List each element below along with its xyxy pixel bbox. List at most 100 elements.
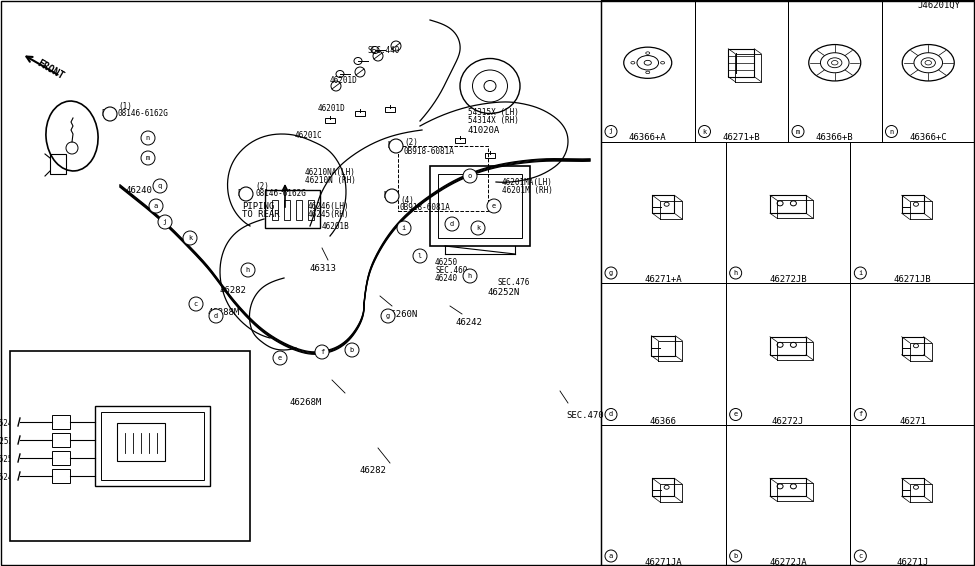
Text: N: N bbox=[384, 191, 388, 200]
Text: 46271J: 46271J bbox=[897, 558, 929, 566]
Text: d: d bbox=[608, 411, 613, 418]
Text: k: k bbox=[188, 235, 192, 241]
Circle shape bbox=[397, 221, 411, 235]
Circle shape bbox=[158, 215, 172, 229]
Text: 46282: 46282 bbox=[220, 286, 247, 295]
Bar bbox=[10, 351, 250, 541]
Text: e: e bbox=[278, 355, 282, 361]
Text: 46282: 46282 bbox=[360, 466, 387, 475]
Circle shape bbox=[141, 151, 155, 165]
Text: (1): (1) bbox=[118, 101, 132, 110]
Circle shape bbox=[729, 550, 742, 562]
Bar bbox=[770, 195, 806, 213]
Text: j: j bbox=[163, 219, 167, 225]
Text: DETAIL OF TUBE PIPING: DETAIL OF TUBE PIPING bbox=[77, 363, 182, 372]
Text: k: k bbox=[476, 225, 480, 231]
Text: 46242: 46242 bbox=[455, 318, 482, 327]
Text: l: l bbox=[418, 253, 422, 259]
Text: m: m bbox=[146, 155, 150, 161]
Text: 46272JA: 46272JA bbox=[769, 558, 807, 566]
Text: 08146-6162G: 08146-6162G bbox=[118, 109, 169, 118]
Text: 46313: 46313 bbox=[310, 264, 337, 273]
Text: 46285M: 46285M bbox=[212, 474, 240, 483]
Text: SEC.440: SEC.440 bbox=[368, 46, 401, 55]
Text: n: n bbox=[889, 128, 894, 135]
Text: B: B bbox=[238, 190, 243, 199]
Bar bbox=[430, 166, 530, 246]
Text: 46288M: 46288M bbox=[207, 308, 239, 317]
Bar bbox=[485, 153, 495, 158]
Bar bbox=[902, 195, 923, 213]
Circle shape bbox=[471, 221, 485, 235]
Text: 46201MA(LH): 46201MA(LH) bbox=[502, 178, 553, 187]
Text: i: i bbox=[858, 270, 863, 276]
Text: SEC.470: SEC.470 bbox=[566, 411, 604, 420]
Bar bbox=[601, 424, 725, 566]
Text: f: f bbox=[320, 349, 324, 355]
Text: TO REAR: TO REAR bbox=[242, 210, 280, 219]
Text: m: m bbox=[796, 128, 800, 135]
Circle shape bbox=[241, 263, 255, 277]
Text: 46366: 46366 bbox=[650, 417, 677, 426]
Bar bbox=[902, 478, 923, 496]
Bar bbox=[265, 190, 320, 228]
Text: 54315X (LH): 54315X (LH) bbox=[468, 108, 519, 117]
Text: k: k bbox=[702, 128, 707, 135]
Text: SEC.460: SEC.460 bbox=[435, 266, 467, 275]
Bar bbox=[95, 406, 210, 486]
Bar bbox=[52, 451, 70, 465]
Bar bbox=[725, 283, 850, 424]
Bar bbox=[52, 469, 70, 483]
Bar bbox=[770, 337, 806, 355]
Circle shape bbox=[413, 249, 427, 263]
Text: 46313: 46313 bbox=[121, 525, 143, 534]
Text: 46366+B: 46366+B bbox=[816, 134, 853, 143]
Circle shape bbox=[463, 269, 477, 283]
Circle shape bbox=[854, 267, 867, 279]
Circle shape bbox=[141, 131, 155, 145]
Text: 46366+A: 46366+A bbox=[629, 134, 667, 143]
Bar bbox=[308, 200, 314, 220]
Bar bbox=[284, 200, 290, 220]
Text: 46201D: 46201D bbox=[330, 76, 358, 85]
Circle shape bbox=[698, 126, 711, 138]
Text: 46272J: 46272J bbox=[772, 417, 804, 426]
Circle shape bbox=[854, 409, 867, 421]
Circle shape bbox=[605, 409, 617, 421]
Text: c: c bbox=[858, 553, 863, 559]
Text: 46210NA(LH): 46210NA(LH) bbox=[305, 168, 356, 177]
Text: 46271: 46271 bbox=[899, 417, 926, 426]
Bar bbox=[272, 200, 278, 220]
Bar bbox=[296, 200, 302, 220]
Circle shape bbox=[389, 139, 403, 153]
Bar bbox=[52, 433, 70, 447]
Bar bbox=[725, 142, 850, 283]
Text: 46246(LH): 46246(LH) bbox=[308, 202, 350, 211]
Circle shape bbox=[463, 169, 477, 183]
Text: PIPING: PIPING bbox=[242, 202, 274, 211]
Bar bbox=[438, 174, 522, 238]
Text: h: h bbox=[468, 273, 472, 279]
Bar bbox=[50, 154, 66, 174]
Bar bbox=[850, 424, 975, 566]
Bar bbox=[652, 195, 675, 213]
Text: 41020A: 41020A bbox=[468, 126, 500, 135]
Circle shape bbox=[189, 297, 203, 311]
Text: e: e bbox=[733, 411, 738, 418]
Bar bbox=[455, 138, 465, 143]
Circle shape bbox=[385, 189, 399, 203]
Text: SEC.476: SEC.476 bbox=[498, 278, 530, 287]
Bar bbox=[850, 283, 975, 424]
Text: FRONT: FRONT bbox=[35, 58, 65, 82]
Text: 46250: 46250 bbox=[435, 258, 458, 267]
Text: d: d bbox=[214, 313, 218, 319]
Text: 46240: 46240 bbox=[125, 186, 152, 195]
Circle shape bbox=[854, 550, 867, 562]
Circle shape bbox=[103, 107, 117, 121]
Bar bbox=[601, 0, 694, 142]
Text: SEC.460: SEC.460 bbox=[212, 430, 245, 439]
Text: o: o bbox=[468, 173, 472, 179]
Bar bbox=[770, 478, 806, 496]
Circle shape bbox=[153, 179, 167, 193]
Circle shape bbox=[273, 351, 287, 365]
